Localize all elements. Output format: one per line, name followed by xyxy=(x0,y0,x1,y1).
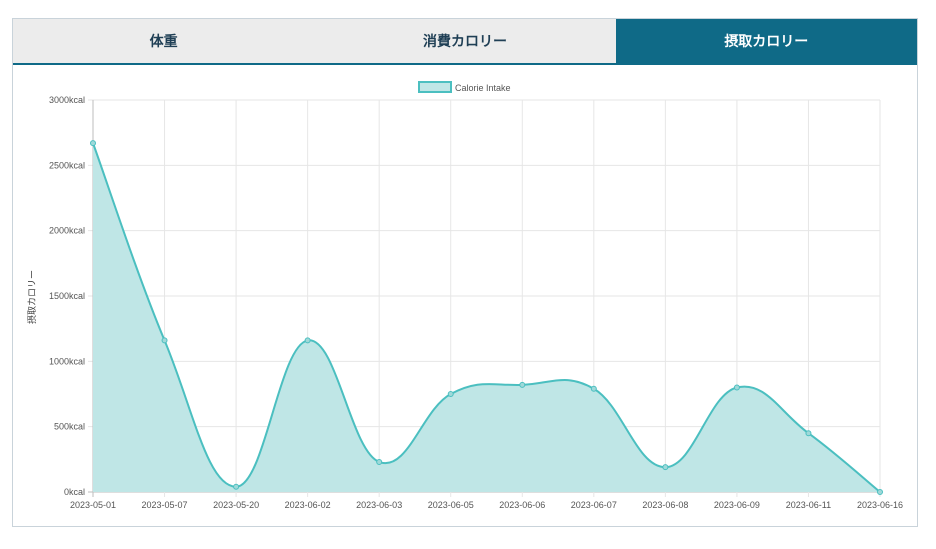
x-tick-label: 2023-06-09 xyxy=(714,500,760,510)
y-tick-label: 1000kcal xyxy=(49,356,85,366)
y-axis-ticks: 0kcal 500kcal 1000kcal 1500kcal 2000kcal 2500… xyxy=(49,95,85,497)
y-tick-label: 2000kcal xyxy=(49,226,85,236)
data-point xyxy=(161,337,168,344)
x-tick-label: 2023-06-03 xyxy=(356,500,402,510)
x-tick-label: 2023-05-07 xyxy=(142,500,188,510)
data-point xyxy=(447,391,454,397)
y-tick-label: 3000kcal xyxy=(49,95,85,105)
data-point xyxy=(805,430,812,437)
data-point xyxy=(233,483,240,490)
x-tick-label: 2023-05-20 xyxy=(213,500,259,510)
legend-label: Calorie Intake xyxy=(455,83,511,93)
x-tick-label: 2023-06-02 xyxy=(285,500,331,510)
tab-calories-burned[interactable]: 消費カロリー xyxy=(314,19,616,63)
y-tick-label: 2500kcal xyxy=(49,160,85,170)
data-point xyxy=(733,384,740,391)
series-line xyxy=(92,142,881,493)
legend-swatch xyxy=(418,81,452,93)
x-tick-label: 2023-06-05 xyxy=(428,500,474,510)
y-tick-label: 0kcal xyxy=(64,487,85,497)
x-tick-label: 2023-06-16 xyxy=(857,500,903,510)
x-tick-label: 2023-05-01 xyxy=(70,500,116,510)
y-axis-label: 摂取カロリー xyxy=(26,270,38,324)
data-point xyxy=(590,385,597,392)
x-tick-label: 2023-06-07 xyxy=(571,500,617,510)
x-tick-label: 2023-06-11 xyxy=(786,500,831,510)
tab-bar: 体重 消費カロリー 摂取カロリー xyxy=(13,19,917,65)
tab-weight[interactable]: 体重 xyxy=(13,19,315,63)
x-tick-label: 2023-06-06 xyxy=(499,500,545,510)
data-point xyxy=(304,337,311,344)
area-layer xyxy=(92,142,881,493)
y-tick-label: 500kcal xyxy=(54,422,85,432)
calorie-intake-chart: 0kcal 500kcal 1000kcal 1500kcal 2000kcal 2500… xyxy=(26,81,903,510)
data-point xyxy=(376,458,383,465)
data-point xyxy=(90,140,96,147)
y-tick-label: 1500kcal xyxy=(49,291,85,301)
tab-calorie-intake[interactable]: 摂取カロリー xyxy=(615,19,917,63)
chart-panel: 体重 消費カロリー 摂取カロリー 0kcal 500kcal 1000kcal 150… xyxy=(12,18,918,527)
data-point xyxy=(662,464,669,471)
data-point xyxy=(519,381,526,388)
data-points xyxy=(90,140,883,495)
data-point xyxy=(877,489,883,495)
x-tick-label: 2023-06-08 xyxy=(642,500,688,510)
series-area-fill xyxy=(93,143,880,492)
x-axis-ticks: 2023-05-01 2023-05-07 2023-05-20 2023-06-02… xyxy=(70,500,903,510)
legend[interactable]: Calorie Intake xyxy=(418,81,511,93)
